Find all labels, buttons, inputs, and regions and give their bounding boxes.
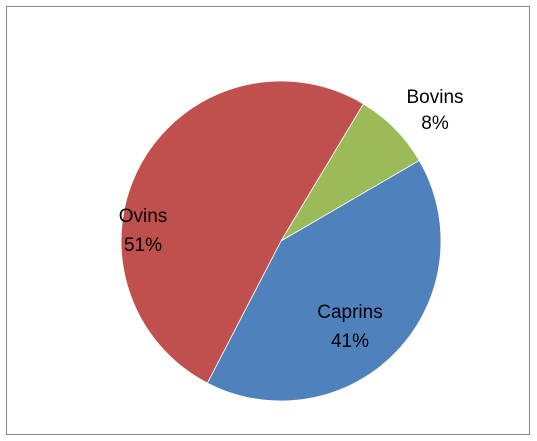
slice-label-ovins: Ovins xyxy=(119,206,168,227)
slice-label-caprins: Caprins xyxy=(317,302,382,323)
slice-label-bovins: Bovins xyxy=(406,87,463,108)
slice-percent-bovins: 8% xyxy=(421,113,449,134)
pie-slice-ovins xyxy=(120,80,364,384)
slice-percent-caprins: 41% xyxy=(331,331,369,352)
slice-percent-ovins: 51% xyxy=(124,235,162,256)
pie-slice-caprins xyxy=(206,159,442,402)
